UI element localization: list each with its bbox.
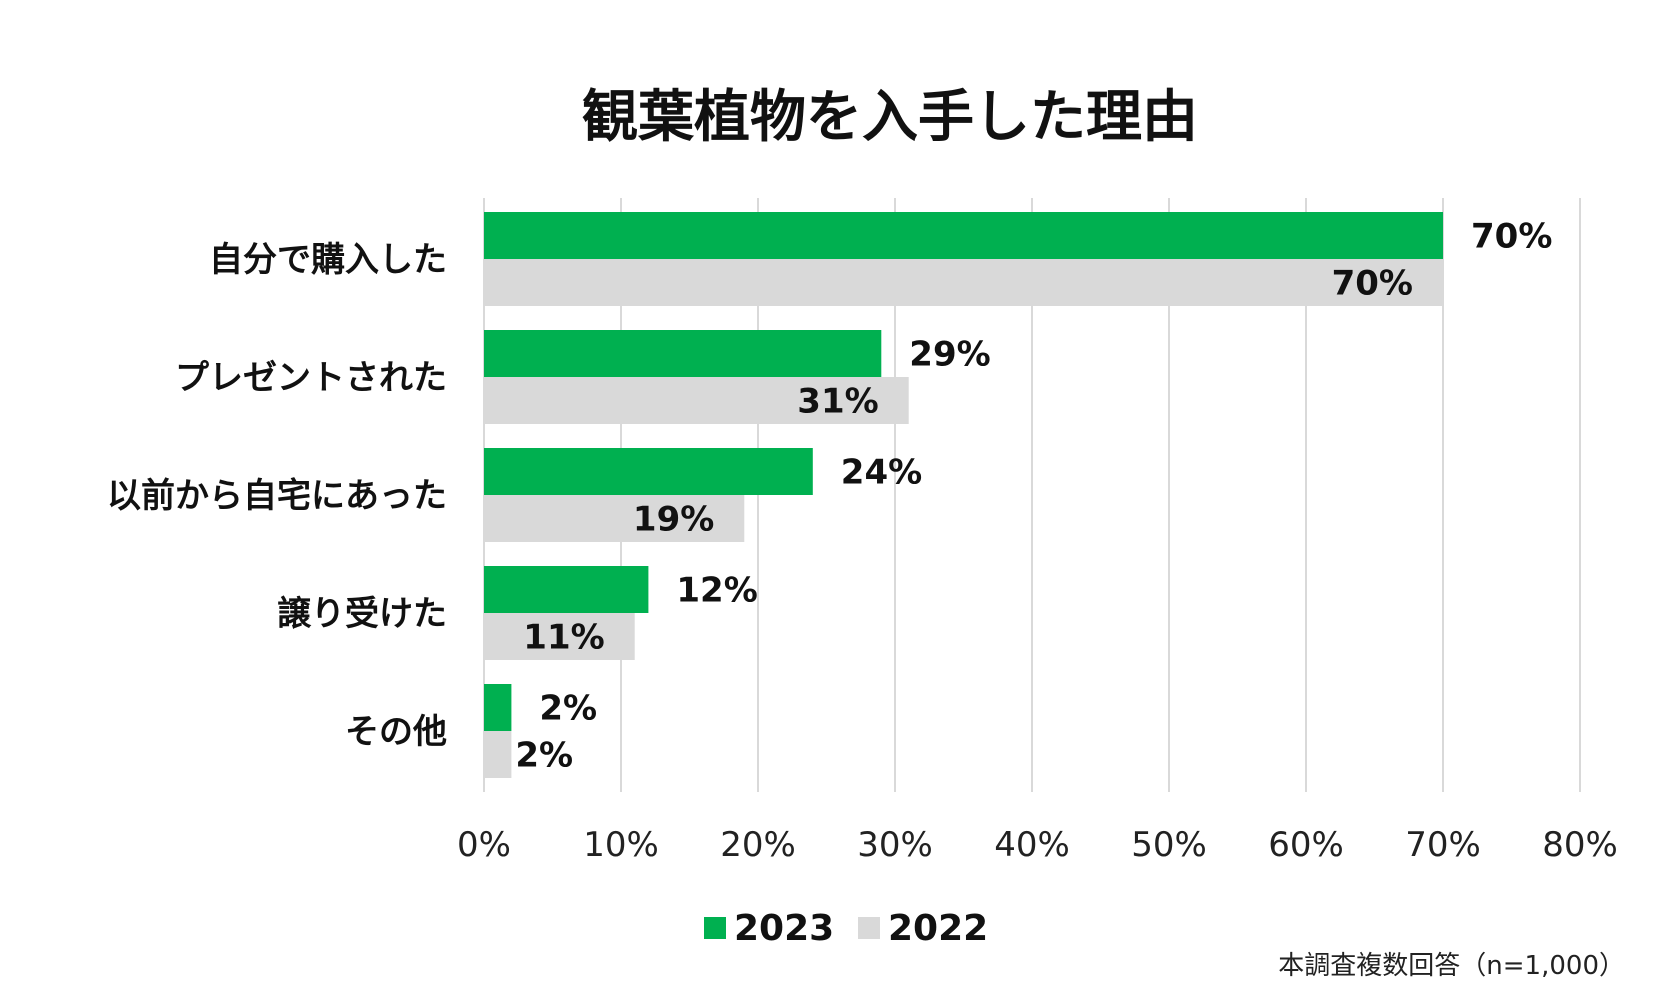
- x-tick-label: 10%: [583, 825, 659, 865]
- category-label: その他: [345, 712, 447, 752]
- category-label: 譲り受けた: [277, 594, 447, 634]
- value-label-2023: 2%: [539, 689, 597, 729]
- legend: 2023 2022: [704, 908, 988, 949]
- x-tick-label: 80%: [1542, 825, 1618, 865]
- value-label-2022: 70%: [1332, 264, 1413, 304]
- bar-2022: [484, 259, 1443, 306]
- category-label: 以前から自宅にあった: [107, 476, 447, 516]
- value-label-2022: 19%: [633, 500, 714, 540]
- bar-2023: [484, 684, 512, 731]
- x-tick-label: 40%: [994, 825, 1070, 865]
- value-label-2022: 2%: [515, 736, 573, 776]
- x-tick-label: 50%: [1131, 825, 1207, 865]
- bar-2023: [484, 330, 882, 377]
- bar-2023: [484, 212, 1443, 259]
- bar-2022: [484, 495, 745, 542]
- chart-title: 観葉植物を入手した理由: [582, 85, 1198, 150]
- legend-swatch-2023: [704, 917, 726, 939]
- x-tick-label: 30%: [857, 825, 933, 865]
- survey-note: 本調査複数回答（n=1,000）: [1278, 951, 1625, 981]
- bar-2022: [484, 613, 635, 660]
- bar-2022: [484, 377, 909, 424]
- x-tick-label: 0%: [457, 825, 511, 865]
- x-tick-label: 20%: [720, 825, 796, 865]
- category-label: プレゼントされた: [175, 358, 447, 398]
- value-label-2022: 31%: [797, 382, 878, 422]
- value-label-2023: 29%: [909, 335, 990, 375]
- bar-2023: [484, 448, 813, 495]
- x-tick-label: 60%: [1268, 825, 1344, 865]
- legend-label-2022: 2022: [888, 908, 988, 949]
- value-label-2022: 11%: [523, 618, 604, 658]
- bars: [484, 212, 1443, 778]
- bar-2022: [484, 731, 512, 778]
- value-label-2023: 12%: [676, 571, 757, 611]
- x-tick-label: 70%: [1405, 825, 1481, 865]
- legend-label-2023: 2023: [734, 908, 834, 949]
- bar-2023: [484, 566, 649, 613]
- value-label-2023: 70%: [1471, 217, 1552, 257]
- value-label-2023: 24%: [841, 453, 922, 493]
- value-labels: 70% 70% 29% 31% 24% 19% 12% 11% 2% 2%: [515, 217, 1552, 776]
- legend-swatch-2022: [858, 917, 880, 939]
- x-axis-tick-labels: 0% 10% 20% 30% 40% 50% 60% 70% 80%: [457, 825, 1618, 865]
- category-label: 自分で購入した: [209, 240, 447, 280]
